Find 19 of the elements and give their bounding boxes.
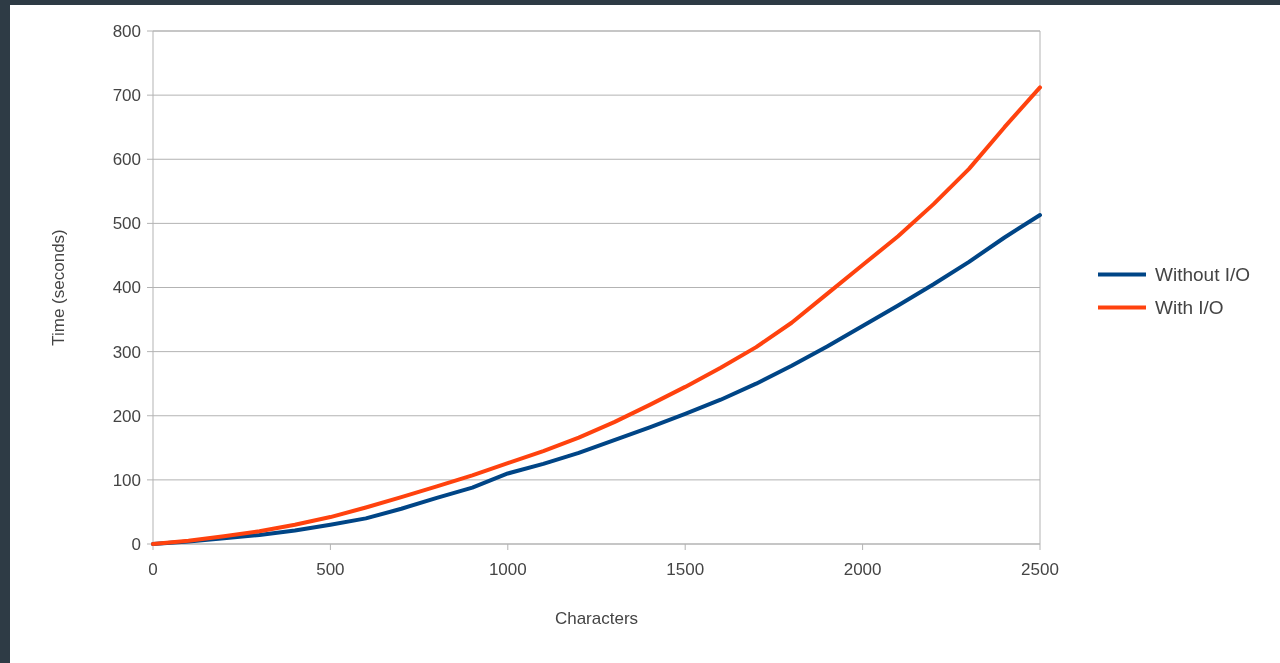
x-tick-label: 1500 [666,560,705,579]
y-tick-label: 0 [131,534,141,554]
y-tick-label: 400 [112,278,141,298]
x-tick-label: 500 [316,560,345,579]
y-tick-label: 600 [112,150,141,170]
x-tick-label: 2000 [843,560,882,579]
y-tick-label: 200 [112,406,141,426]
y-tick-label: 800 [112,21,141,41]
y-tick-label: 100 [112,470,141,490]
x-tick-label: 0 [148,560,158,579]
y-tick-label: 700 [112,86,141,106]
x-tick-label: 1000 [488,560,527,579]
legend-label: With I/O [1155,297,1224,319]
y-tick-label: 500 [112,214,141,234]
legend-label: Without I/O [1155,264,1251,286]
y-axis-title: Time (seconds) [49,229,68,346]
x-axis-title: Characters [554,609,639,628]
x-tick-label: 2500 [1021,560,1059,579]
y-tick-label: 300 [112,342,141,362]
